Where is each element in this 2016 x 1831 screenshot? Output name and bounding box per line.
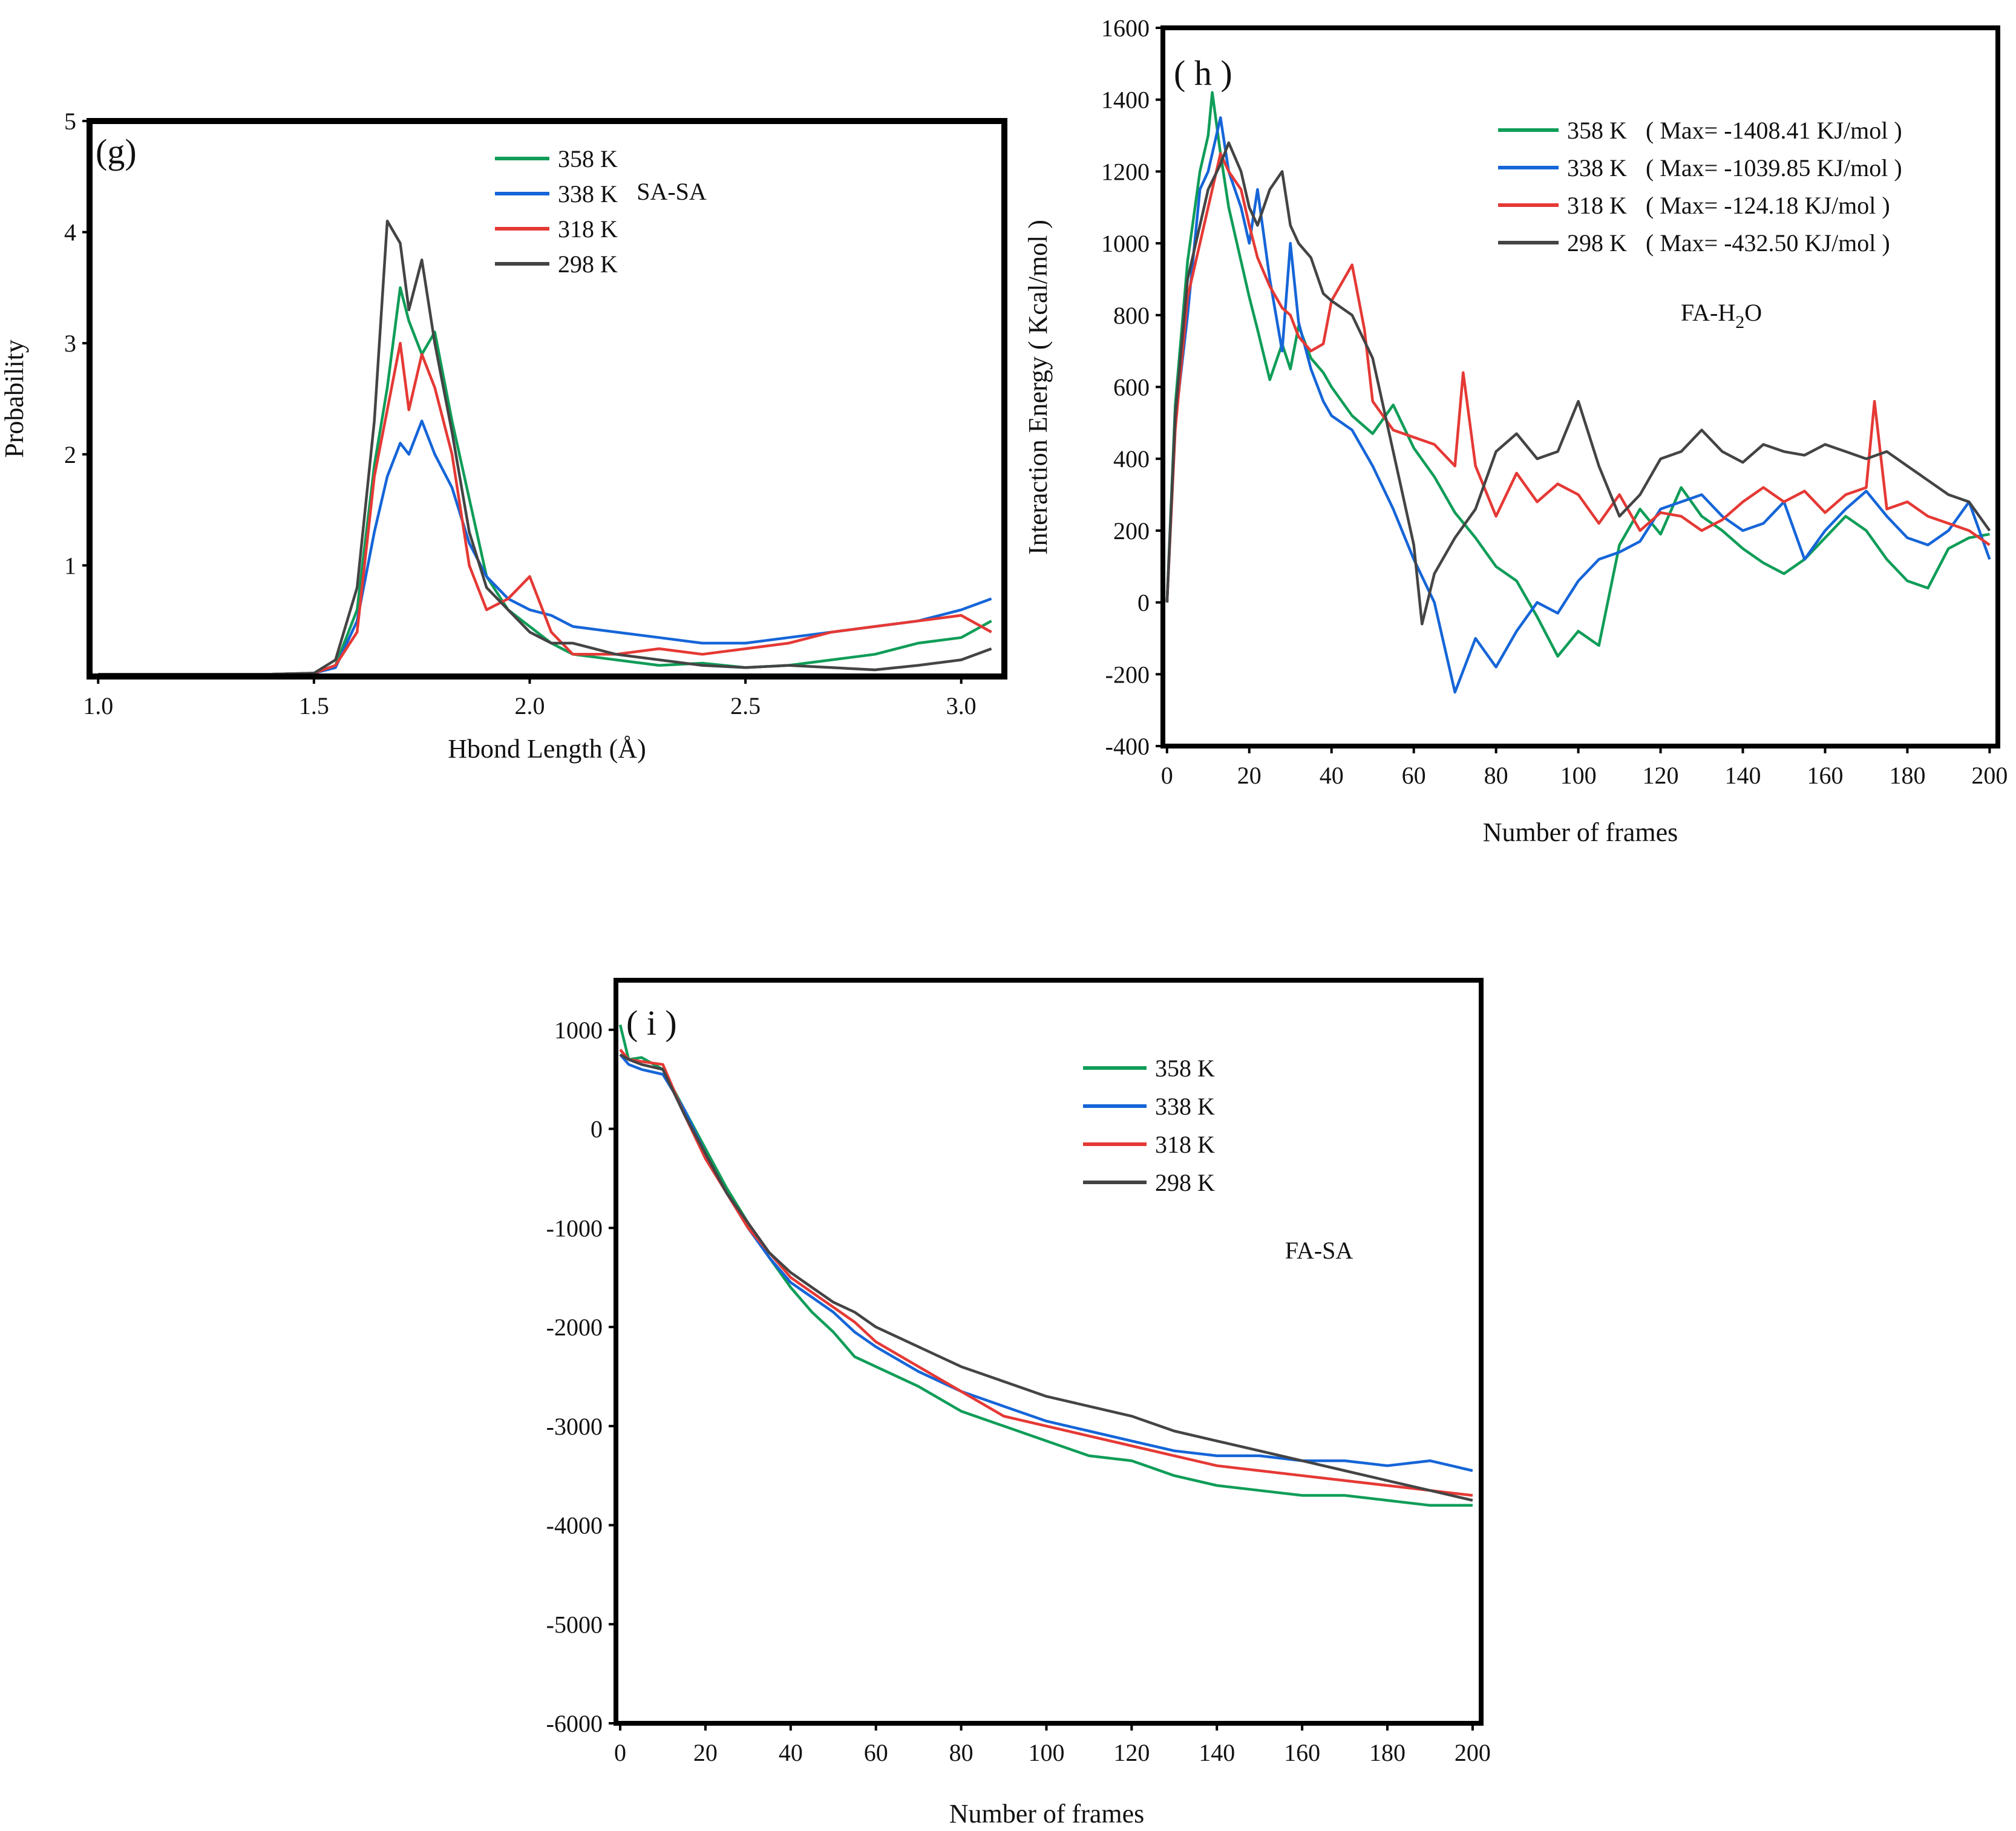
x-tick-label: 180 — [1369, 1739, 1406, 1766]
panel-label: ( h ) — [1174, 53, 1232, 93]
legend-note: ( Max= -1408.41 KJ/mol ) — [1646, 117, 1902, 144]
series-line-338k — [98, 419, 992, 676]
panel-g-chart: 1.0 1.5 2.0 2.5 3.0 1 2 3 4 5 (g) SA-SA 358 K 338 K 31… — [0, 108, 1007, 764]
x-tick-label: 2.0 — [514, 692, 545, 719]
x-tick-label: 160 — [1807, 762, 1843, 789]
y-tick-label: 5 — [64, 108, 76, 135]
x-tick-label: 60 — [1402, 762, 1426, 789]
x-tick-label: 0 — [614, 1739, 626, 1766]
chart-annotation: FA-H2O — [1681, 299, 1762, 332]
y-tick-label: -200 — [1105, 661, 1150, 688]
x-tick-label: 140 — [1199, 1739, 1235, 1766]
series-line-298k — [619, 1053, 1473, 1502]
y-tick-label: 800 — [1113, 302, 1150, 329]
y-tick-label: 3 — [64, 330, 76, 357]
annotation-suffix: O — [1744, 299, 1762, 326]
x-tick-label: 3.0 — [946, 692, 977, 719]
x-tick-label: 20 — [693, 1739, 718, 1766]
y-tick-label: 0 — [591, 1116, 603, 1143]
legend-label: 298 K — [1567, 229, 1627, 257]
x-tick-label: 1.0 — [83, 692, 113, 719]
plot-frame — [614, 978, 1484, 1726]
panel-i-chart: 0 20 40 60 80 100 120 140 160 180 200 -6000 -5000 -40… — [546, 978, 1491, 1829]
y-tick-label: -6000 — [546, 1710, 603, 1737]
x-tick-label: 120 — [1643, 762, 1679, 789]
legend-label: 358 K — [1567, 117, 1627, 144]
x-axis-label: Number of frames — [949, 1799, 1145, 1829]
y-tick-label: 2 — [64, 441, 76, 468]
y-tick-label: 1400 — [1101, 87, 1150, 114]
y-tick-label: 1 — [64, 552, 76, 579]
panel-label: ( i ) — [626, 1003, 677, 1043]
y-tick-label: 1200 — [1101, 158, 1150, 185]
x-tick-label: 20 — [1237, 762, 1262, 789]
x-tick-label: 2.5 — [730, 692, 761, 719]
x-tick-label: 60 — [864, 1739, 888, 1766]
series-line-338k — [1165, 116, 1991, 694]
series-line-298k — [1165, 141, 1991, 626]
y-tick-label: 200 — [1113, 517, 1150, 545]
annotation-prefix: FA-H — [1681, 299, 1735, 326]
series-line-298k — [98, 219, 992, 676]
y-tick-label: 0 — [1137, 589, 1150, 617]
x-tick-label: 180 — [1889, 762, 1925, 789]
legend-label: 358 K — [558, 145, 618, 172]
chart-annotation: FA-SA — [1285, 1237, 1353, 1264]
series-line-358k — [1165, 91, 1990, 658]
annotation-subscript: 2 — [1735, 312, 1744, 332]
y-tick-label: -4000 — [546, 1512, 603, 1539]
y-tick-label: 1000 — [1101, 230, 1150, 257]
y-tick-label: -3000 — [546, 1413, 603, 1440]
series-line-318k — [1165, 152, 1991, 603]
y-axis-label: Probability — [0, 339, 29, 458]
x-tick-label: 200 — [1455, 1739, 1491, 1766]
legend-label: 338 K — [1567, 154, 1627, 182]
legend-label: 298 K — [558, 251, 618, 278]
legend-label: 298 K — [1155, 1169, 1215, 1196]
x-tick-label: 40 — [1320, 762, 1344, 789]
x-tick-label: 100 — [1560, 762, 1597, 789]
x-axis-label: Hbond Length (Å) — [448, 734, 646, 764]
y-axis-label: Interaction Energy ( Kcal/mol ) — [1023, 220, 1053, 555]
y-tick-label: -400 — [1105, 733, 1150, 760]
x-tick-label: 80 — [949, 1739, 974, 1766]
legend-note: ( Max= -124.18 KJ/mol ) — [1646, 192, 1890, 219]
x-tick-label: 160 — [1284, 1739, 1320, 1766]
x-tick-label: 140 — [1725, 762, 1761, 789]
legend-note: ( Max= -432.50 KJ/mol ) — [1646, 229, 1890, 257]
legend-label: 318 K — [1155, 1131, 1215, 1158]
y-tick-label: -1000 — [546, 1214, 603, 1242]
panel-h-chart: 0 20 40 60 80 100 120 140 160 180 200 -400 -200 0 200 4… — [1023, 15, 2008, 847]
x-tick-label: 100 — [1028, 1739, 1064, 1766]
x-tick-label: 40 — [779, 1739, 803, 1766]
series-line-318k — [98, 341, 992, 676]
chart-annotation: SA-SA — [637, 178, 707, 205]
y-tick-label: 1000 — [554, 1017, 603, 1044]
y-tick-label: 4 — [64, 219, 76, 246]
plot-frame — [87, 118, 1007, 680]
legend-label: 338 K — [558, 180, 618, 208]
y-tick-label: 1600 — [1101, 15, 1150, 42]
x-tick-label: 120 — [1113, 1739, 1150, 1766]
x-tick-label: 1.5 — [299, 692, 329, 719]
y-tick-label: -2000 — [546, 1314, 603, 1341]
legend-label: 318 K — [1567, 192, 1627, 219]
legend-label: 358 K — [1155, 1055, 1215, 1082]
legend-label: 338 K — [1155, 1093, 1215, 1120]
y-tick-label: 400 — [1113, 445, 1150, 473]
panel-label: (g) — [96, 132, 137, 171]
y-tick-label: 600 — [1113, 374, 1150, 401]
x-tick-label: 80 — [1484, 762, 1508, 789]
legend-label: 318 K — [558, 215, 618, 243]
x-tick-label: 200 — [1971, 762, 2008, 789]
legend-note: ( Max= -1039.85 KJ/mol ) — [1646, 154, 1902, 182]
x-tick-label: 0 — [1161, 762, 1173, 789]
y-tick-label: -5000 — [546, 1611, 603, 1638]
x-axis-label: Number of frames — [1483, 817, 1678, 847]
